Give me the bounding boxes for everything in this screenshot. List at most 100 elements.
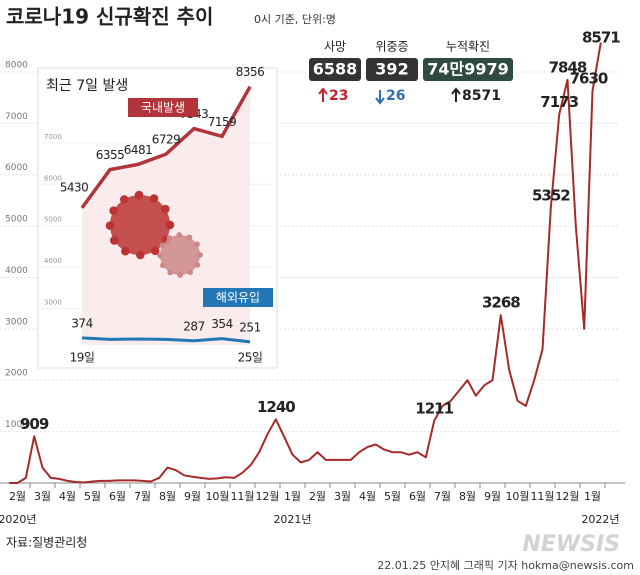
virus-spike [121,246,130,256]
inset-y-tick-label: 4000 [44,257,62,265]
virus-icon [110,195,170,255]
virus-spike [109,206,118,215]
inset-y-tick-label: 5000 [44,216,62,224]
summary-box [309,58,361,81]
x-tick-label: 6월 [409,490,426,503]
virus-spike [157,252,163,259]
year-label: 2020년 [0,513,37,526]
x-tick-label: 11월 [530,490,554,503]
virus-spike [105,221,115,230]
data-label: 7173 [540,93,578,111]
change-arrow [375,90,385,105]
subtitle: 0시 기준, 단위:명 [254,13,336,26]
inset-data-label: 6729 [152,133,181,147]
inset-data-label: 251 [239,320,260,334]
x-tick-label: 5월 [84,490,101,503]
virus-spike [186,234,193,241]
x-tick-label: 8월 [459,490,476,503]
x-tick-label: 1월 [584,490,601,503]
inset-line [81,336,251,344]
inset-x-tick-label: 25일 [238,351,263,365]
summary-box [423,58,513,81]
x-tick-label: 2월 [309,490,326,503]
year-label: 2022년 [581,513,619,526]
data-label: 7848 [549,58,587,76]
virus-spike [119,195,129,204]
summary-change: 26 [386,88,405,104]
inset-x-tick-label: 19일 [70,351,95,365]
summary-change: 23 [329,88,348,104]
x-tick-label: 3월 [34,490,51,503]
virus-spike [187,269,193,276]
data-label: 1240 [257,398,295,416]
summary-value: 6588 [313,60,358,79]
summary-label: 사망 [324,40,346,54]
series-line [9,42,602,484]
year-label: 2021년 [273,513,311,526]
summary-value: 74만9979 [427,60,509,79]
inset-chart: 최근 7일 발생 3000 4000 5000 6000 7000 5430 6355 6481… [42,65,273,365]
summary-label: 위중증 [375,40,408,54]
x-tick-label: 4월 [359,490,376,503]
virus-spike [149,194,159,203]
x-tick-label: 9월 [184,490,201,503]
data-label: 909 [20,415,49,433]
data-label: 8571 [582,29,620,47]
inset-data-label: 6355 [96,148,125,162]
virus-spike [197,252,203,258]
y-tick-label: 1000 [5,420,28,430]
virus-spike [177,272,184,278]
virus-spike [166,235,173,241]
inset-data-label: 6481 [124,143,153,157]
x-tick-label: 10월 [205,490,229,503]
source: 자료:질병관리청 [6,536,87,550]
virus-spike [159,242,166,249]
inset-data-label: 374 [71,316,92,330]
y-tick-label: 7000 [5,112,28,122]
virus-spike [165,220,175,230]
inset-data-label: 287 [183,319,204,333]
change-arrow [451,87,461,102]
data-label: 5352 [532,187,570,205]
inset-data-label: 354 [211,317,232,331]
x-tick-label: 12월 [255,490,279,503]
y-tick-label: 8000 [5,60,28,70]
inset-line [80,85,252,209]
summary: 사망 6588 23 위중증 392 26 누적확진 74만9979 8571 [309,40,513,105]
inset-data-label: 7159 [208,115,237,129]
legend-tag [128,98,198,117]
y-tick-label: 4000 [5,266,28,276]
inset-data-label: 8356 [236,65,265,79]
x-tick-label: 10월 [505,490,529,503]
y-tick-label: 3000 [5,317,28,327]
x-tick-label: 6월 [109,490,126,503]
x-tick-label: 1월 [284,490,301,503]
summary-box [366,58,418,81]
data-label: 3268 [482,294,520,312]
inset-y-tick-label: 3000 [44,299,62,307]
virus-spike [194,241,200,248]
virus-spike [176,232,183,238]
inset-data-label: 5430 [60,180,89,194]
change-arrow [318,87,328,102]
main-chart: 2월 3월 4월 5월 6월 7월 8월 9월 10월 11월 12월 1월 2월 3월 4월 5월 6월 7월 8… [0,29,625,526]
credit: 22.01.25 안지혜 그래픽 기자 hokma@newsis.com [377,559,634,572]
logo: NEWSIS [522,532,620,557]
y-tick-label: 6000 [5,163,28,173]
virus-spike [160,262,166,269]
x-tick-label: 12월 [555,490,579,503]
y-tick-label: 2000 [5,369,28,379]
summary-label: 누적확진 [446,40,490,54]
inset-title: 최근 7일 발생 [46,78,128,94]
data-label: 7630 [570,69,608,87]
title: 코로나19 신규확진 추이 [6,5,213,29]
x-tick-label: 4월 [59,490,76,503]
summary-change: 8571 [462,88,501,104]
virus-spike [136,250,145,260]
legend-label: 국내발생 [141,101,185,115]
virus-spike [110,236,119,245]
x-tick-label: 3월 [334,490,351,503]
inset-y-tick-label: 7000 [44,133,62,141]
virus-spike [161,204,170,214]
